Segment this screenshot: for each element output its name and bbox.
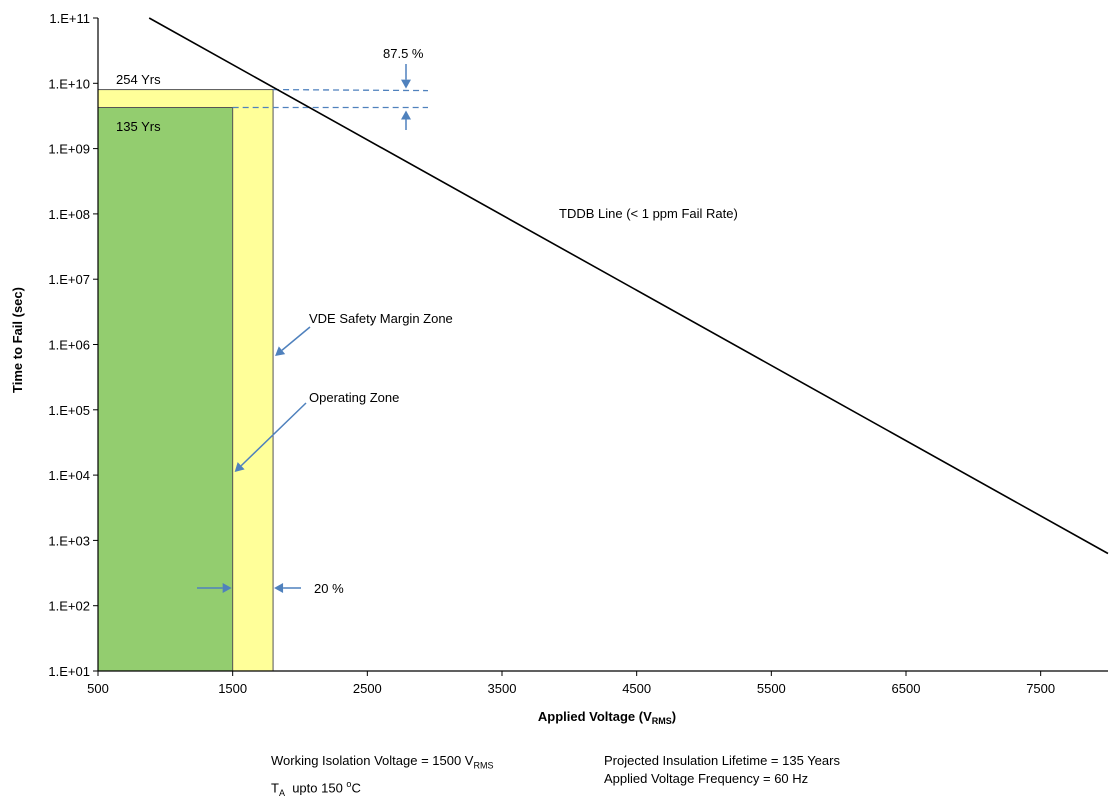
vde-zone-label: VDE Safety Margin Zone [309,311,453,326]
y-tick-label: 1.E+01 [48,664,90,679]
series-layer [148,17,1109,555]
x-axis-title: Applied Voltage (VRMS) [538,709,676,726]
y-tick-label: 1.E+08 [48,207,90,222]
operating-zone-label: Operating Zone [309,390,399,405]
arrow-right-20pct-head [222,583,232,593]
arrow-up-87pct-head [401,110,411,120]
arrow-vde-zone-head [275,346,286,356]
y-tick-label: 1.E+03 [48,533,90,548]
y-tick-label: 1.E+05 [48,403,90,418]
axes-layer: 1.E+01 1.E+02 1.E+03 1.E+04 1.E+05 1.E+06 1.E+… [48,11,1108,696]
arrow-operating-zone-head [234,462,245,472]
footer-right: Projected Insulation Lifetime = 135 Year… [604,752,840,788]
arrow-vde-zone-shaft [281,326,311,351]
dashed-line-254yrs [273,88,429,92]
working-voltage-text: Working Isolation Voltage = 1500 VRMS [271,753,494,771]
lifetime-text: Projected Insulation Lifetime = 135 Year… [604,753,840,768]
annotations-layer: 254 Yrs 135 Yrs 87.5 % 20 % TDDB Line (< 1 p… [116,46,738,596]
x-tick-label: 6500 [892,681,921,696]
arrow-right-20pct [197,583,232,593]
regions-layer [97,89,274,672]
x-tick-label: 500 [87,681,109,696]
frequency-text: Applied Voltage Frequency = 60 Hz [604,771,809,786]
dashed-reference-lines [232,88,429,109]
y-tick-label: 1.E+02 [48,599,90,614]
x-tick-label: 3500 [488,681,517,696]
label-135-yrs: 135 Yrs [116,119,161,134]
operating-zone [97,106,234,672]
x-tick-label: 7500 [1026,681,1055,696]
arrow-left-20pct [274,583,301,593]
arrow-vde-zone [275,326,311,356]
arrow-left-20pct-head [274,583,284,593]
y-axis-title: Time to Fail (sec) [10,287,25,393]
temperature-text: TA upto 150 oC [271,778,361,798]
label-20-percent: 20 % [314,581,344,596]
x-tick-label: 2500 [353,681,382,696]
y-tick-label: 1.E+11 [49,11,90,26]
x-tick-label: 1500 [218,681,247,696]
arrow-down-87pct [401,64,411,89]
arrow-operating-zone-shaft [240,402,307,467]
y-tick-label: 1.E+10 [48,76,90,91]
x-tick-label: 5500 [757,681,786,696]
y-tick-label: 1.E+09 [48,142,90,157]
tddb-line-label: TDDB Line (< 1 ppm Fail Rate) [559,206,738,221]
label-254-yrs: 254 Yrs [116,72,161,87]
y-tick-label: 1.E+04 [48,468,90,483]
tddb-line [148,17,1109,555]
tddb-chart: 1.E+01 1.E+02 1.E+03 1.E+04 1.E+05 1.E+06 1.E+… [10,11,1109,726]
y-tick-label: 1.E+06 [48,338,90,353]
y-tick-label: 1.E+07 [48,272,90,287]
footer-left: Working Isolation Voltage = 1500 VRMS TA… [271,752,493,802]
arrow-operating-zone [234,402,307,472]
arrow-down-87pct-head [401,79,411,89]
label-87-5-percent: 87.5 % [383,46,424,61]
arrow-up-87pct [401,110,411,130]
x-tick-label: 4500 [622,681,651,696]
